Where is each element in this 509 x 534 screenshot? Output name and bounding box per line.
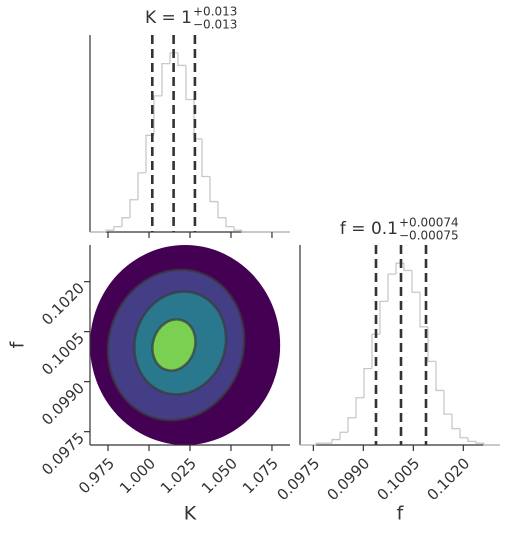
hist-bin [121, 217, 130, 227]
y-tick-label: 0.0975 [38, 429, 88, 479]
hist-bin [443, 390, 452, 415]
hist-bin [371, 333, 380, 369]
hist-bin [427, 326, 436, 363]
y-axis-label: f [7, 340, 29, 348]
hist-bin [113, 225, 122, 231]
hist-bin [315, 442, 324, 445]
x-tick-label: 1.050 [198, 454, 241, 497]
hist-bin [347, 417, 356, 433]
hist-bin [153, 95, 162, 136]
hist-bin [241, 230, 250, 233]
panel-title: f = 0.1 [340, 219, 398, 239]
hist-bin [217, 201, 226, 219]
hist-bin [185, 65, 194, 101]
hist-bin [339, 431, 348, 440]
title-upper: +0.013 [193, 5, 237, 19]
hist-bin [459, 428, 468, 439]
hist-bin [105, 229, 114, 232]
hist-bin [355, 397, 364, 418]
y-tick-label: 0.1005 [38, 329, 88, 379]
hist-bin [387, 273, 396, 302]
hist-bin [467, 437, 476, 443]
y-tick-label: 0.0990 [38, 379, 88, 429]
x-tick-label: 0.1020 [423, 454, 473, 504]
hist-bin [411, 270, 420, 293]
hist-bin [209, 176, 218, 203]
hist-bin [451, 414, 460, 430]
hist-bin [233, 226, 242, 231]
title-lower: −0.013 [193, 18, 237, 32]
hist-bin [475, 441, 484, 444]
contour-level [151, 318, 197, 372]
x-axis-label: f [397, 503, 405, 525]
hist-bin [225, 217, 234, 228]
hist-bin [483, 443, 492, 446]
x-tick-label: 0.0975 [273, 454, 323, 504]
x-tick-label: 1.025 [157, 454, 200, 497]
hist-bin [363, 367, 372, 398]
hist-bin [331, 438, 340, 444]
hist-bin [177, 52, 186, 67]
title-upper: +0.00074 [399, 216, 459, 230]
hist-bin [403, 263, 412, 272]
hist-bin [137, 172, 146, 200]
title-lower: −0.00075 [399, 229, 459, 243]
hist-bin [419, 292, 428, 328]
x-tick-label: 0.1005 [373, 454, 423, 504]
hist-bin [129, 199, 138, 218]
x-tick-label: 0.975 [75, 454, 118, 497]
panel-title: K = 1 [145, 8, 192, 28]
hist-bin [161, 63, 170, 96]
y-tick-label: 0.1020 [38, 279, 88, 329]
x-tick-label: 1.000 [116, 454, 159, 497]
hist-bin [169, 52, 178, 64]
hist-bin [379, 300, 388, 335]
hist-bin [201, 138, 210, 178]
x-axis-label: K [184, 503, 197, 525]
x-tick-label: 0.0990 [323, 454, 373, 504]
hist-bin [435, 361, 444, 392]
